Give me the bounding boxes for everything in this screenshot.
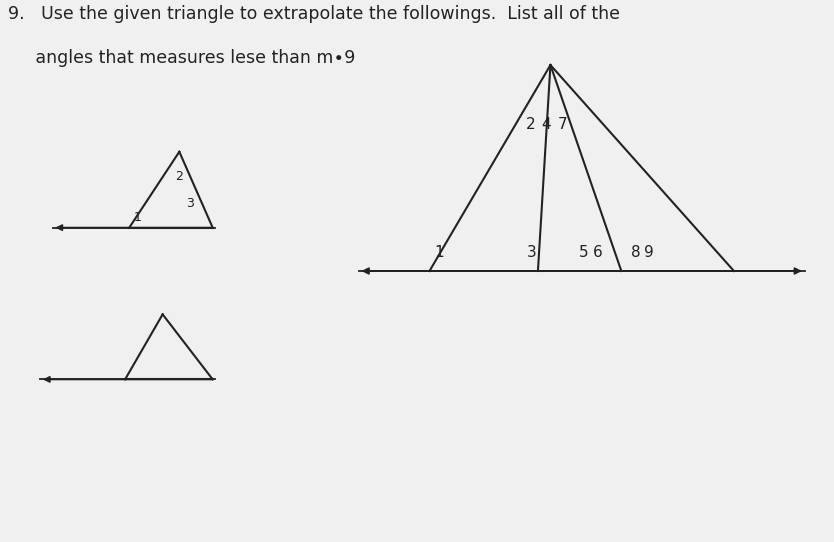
- Text: 1: 1: [435, 244, 445, 260]
- Text: angles that measures lese than m∙9: angles that measures lese than m∙9: [8, 49, 356, 67]
- Text: 5: 5: [579, 244, 589, 260]
- Text: 8: 8: [631, 244, 641, 260]
- Text: 2: 2: [175, 170, 183, 183]
- Text: 6: 6: [593, 244, 603, 260]
- Text: 2: 2: [525, 117, 535, 132]
- Text: 9.   Use the given triangle to extrapolate the followings.  List all of the: 9. Use the given triangle to extrapolate…: [8, 5, 620, 23]
- Text: 7: 7: [557, 117, 567, 132]
- Text: 9: 9: [644, 244, 654, 260]
- Text: 3: 3: [186, 197, 194, 210]
- Text: 1: 1: [133, 211, 142, 224]
- Text: 3: 3: [527, 244, 537, 260]
- Text: 4: 4: [541, 117, 551, 132]
